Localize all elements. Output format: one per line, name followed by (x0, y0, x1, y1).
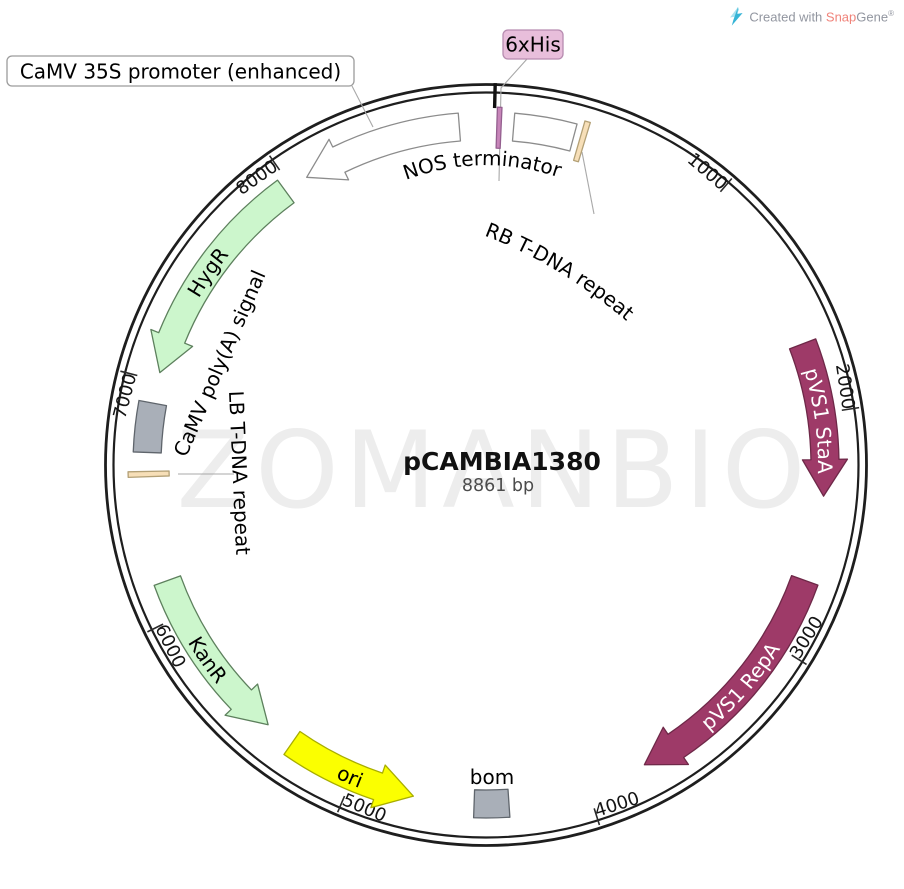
feature-rb-t-dna-repeat (572, 120, 591, 163)
label-rb-t-dna-repeat: RB T-DNA repeat (482, 218, 639, 325)
feature-camv-polya-signal (132, 399, 168, 454)
axis-tick-5000 (336, 795, 346, 813)
feature-hygr (150, 179, 295, 374)
axis-tick-8000 (268, 155, 281, 171)
label-pvs1-repa: pVS1 RepA (696, 638, 785, 735)
backbone-inner-circle (112, 91, 860, 839)
axis-tick-2000 (841, 406, 860, 412)
plasmid-title: pCAMBIA1380 (403, 447, 601, 476)
feature-kanr (153, 575, 269, 726)
feature-lb-t-dna-repeat (127, 470, 170, 479)
attribution-text: Created with SnapGene® (749, 9, 894, 24)
feature-pvs1-staa (788, 338, 849, 497)
feature-ori (283, 730, 415, 809)
feature-pvs1-repa (643, 574, 819, 766)
axis-tick-3000 (791, 654, 807, 666)
snapgene-bolt-icon (730, 7, 743, 26)
axis-tick-1000 (719, 177, 733, 193)
backbone-outer-circle (104, 83, 868, 847)
axis-tick-6000 (147, 623, 164, 633)
watermark: ZOMANBIO (177, 409, 812, 532)
leader-his6-tag (498, 58, 528, 182)
feature-his6-tag (495, 106, 503, 149)
label-nos-terminator: NOS terminator (400, 146, 566, 185)
label-path-rb-t-dna-repeat (438, 221, 662, 354)
axis-tick-7000 (120, 370, 138, 377)
attribution-brand-rest: Gene (856, 9, 889, 25)
label-box-his6-tag (502, 29, 564, 60)
label-camv-35s-promoter: CaMV 35S promoter (enhanced) (20, 60, 341, 84)
plasmid-size: 8861 bp (462, 476, 534, 496)
attribution-brand-accent: Snap (825, 9, 857, 25)
label-box-camv-35s-promoter (6, 55, 355, 87)
origin-tick (492, 83, 497, 109)
axis-tick-4000 (593, 808, 601, 826)
leader-rb-t-dna-repeat (581, 151, 595, 215)
label-his6-tag: 6xHis (505, 33, 561, 57)
feature-bom (472, 788, 511, 819)
label-bom: bom (470, 765, 514, 789)
feature-camv-35s-promoter (306, 112, 462, 181)
attribution-registered: ® (888, 8, 894, 18)
attribution-prefix: Created with (749, 9, 826, 25)
leader-camv-35s-promoter (351, 85, 374, 128)
feature-nos-terminator (511, 112, 578, 152)
snapgene-attribution: Created with SnapGene® (729, 7, 894, 26)
